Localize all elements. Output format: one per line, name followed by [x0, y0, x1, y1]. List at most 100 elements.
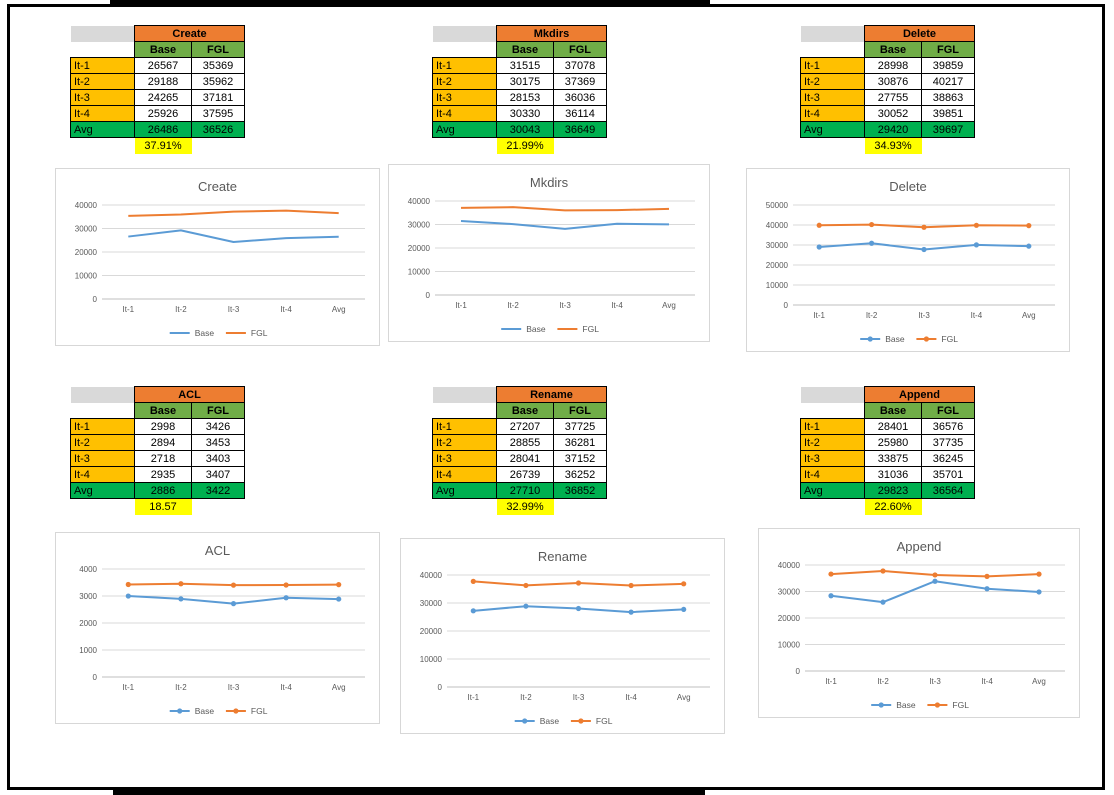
row-label[interactable]: It-3	[800, 89, 865, 106]
col-header-base[interactable]: Base	[496, 402, 554, 419]
value-cell-base[interactable]: 28041	[496, 450, 554, 467]
row-label[interactable]: It-4	[70, 466, 135, 483]
value-cell-base[interactable]: 25926	[134, 105, 192, 122]
value-cell-fgl[interactable]: 38863	[921, 89, 975, 106]
row-label[interactable]: It-4	[70, 105, 135, 122]
avg-value-fgl[interactable]: 36526	[191, 121, 245, 138]
value-cell-fgl[interactable]: 36281	[553, 434, 607, 451]
avg-label[interactable]: Avg	[432, 482, 497, 499]
acl-chart[interactable]: ACL 0 1000 2000 3000 4000 It-1 It-2 It-3 It-4 Avg B…	[55, 532, 380, 724]
value-cell-base[interactable]: 24265	[134, 89, 192, 106]
mkdirs-table-title[interactable]: Mkdirs	[496, 25, 607, 42]
value-cell-fgl[interactable]: 40217	[921, 73, 975, 90]
improvement-percent[interactable]: 32.99%	[496, 498, 554, 515]
avg-value-base[interactable]: 29420	[864, 121, 922, 138]
col-header-fgl[interactable]: FGL	[921, 41, 975, 58]
row-label[interactable]: It-4	[432, 466, 497, 483]
row-label[interactable]: It-3	[800, 450, 865, 467]
value-cell-fgl[interactable]: 39859	[921, 57, 975, 74]
avg-label[interactable]: Avg	[70, 121, 135, 138]
value-cell-fgl[interactable]: 3453	[191, 434, 245, 451]
value-cell-fgl[interactable]: 3407	[191, 466, 245, 483]
avg-value-fgl[interactable]: 3422	[191, 482, 245, 499]
improvement-percent[interactable]: 21.99%	[496, 137, 554, 154]
row-label[interactable]: It-1	[432, 57, 497, 74]
avg-value-base[interactable]: 29823	[864, 482, 922, 499]
avg-value-base[interactable]: 27710	[496, 482, 554, 499]
improvement-percent[interactable]: 18.57	[134, 498, 192, 515]
value-cell-fgl[interactable]: 3403	[191, 450, 245, 467]
row-label[interactable]: It-1	[800, 57, 865, 74]
col-header-fgl[interactable]: FGL	[191, 402, 245, 419]
value-cell-fgl[interactable]: 36576	[921, 418, 975, 435]
value-cell-base[interactable]: 28153	[496, 89, 554, 106]
value-cell-base[interactable]: 27755	[864, 89, 922, 106]
value-cell-fgl[interactable]: 37078	[553, 57, 607, 74]
col-header-base[interactable]: Base	[134, 402, 192, 419]
col-header-fgl[interactable]: FGL	[553, 41, 607, 58]
value-cell-fgl[interactable]: 35962	[191, 73, 245, 90]
append-table-title[interactable]: Append	[864, 386, 975, 403]
delete-table-title[interactable]: Delete	[864, 25, 975, 42]
row-label[interactable]: It-1	[800, 418, 865, 435]
avg-value-fgl[interactable]: 39697	[921, 121, 975, 138]
value-cell-base[interactable]: 31515	[496, 57, 554, 74]
value-cell-fgl[interactable]: 37725	[553, 418, 607, 435]
delete-chart[interactable]: Delete 0 10000 20000 30000 40000 50000 It-1 It-2…	[746, 168, 1070, 352]
improvement-percent[interactable]: 37.91%	[134, 137, 192, 154]
row-label[interactable]: It-2	[70, 434, 135, 451]
value-cell-fgl[interactable]: 37152	[553, 450, 607, 467]
value-cell-base[interactable]: 30175	[496, 73, 554, 90]
col-header-fgl[interactable]: FGL	[553, 402, 607, 419]
value-cell-base[interactable]: 31036	[864, 466, 922, 483]
avg-label[interactable]: Avg	[432, 121, 497, 138]
value-cell-fgl[interactable]: 35369	[191, 57, 245, 74]
value-cell-base[interactable]: 28855	[496, 434, 554, 451]
acl-table-title[interactable]: ACL	[134, 386, 245, 403]
row-label[interactable]: It-2	[432, 434, 497, 451]
row-label[interactable]: It-4	[800, 466, 865, 483]
col-header-base[interactable]: Base	[134, 41, 192, 58]
value-cell-base[interactable]: 30330	[496, 105, 554, 122]
col-header-base[interactable]: Base	[864, 402, 922, 419]
avg-label[interactable]: Avg	[800, 121, 865, 138]
col-header-fgl[interactable]: FGL	[191, 41, 245, 58]
value-cell-base[interactable]: 28998	[864, 57, 922, 74]
create-table-title[interactable]: Create	[134, 25, 245, 42]
value-cell-fgl[interactable]: 37595	[191, 105, 245, 122]
rename-chart[interactable]: Rename 0 10000 20000 30000 40000 It-1 It-2 It-3 I…	[400, 538, 725, 734]
avg-label[interactable]: Avg	[800, 482, 865, 499]
row-label[interactable]: It-2	[800, 73, 865, 90]
avg-value-base[interactable]: 2886	[134, 482, 192, 499]
value-cell-fgl[interactable]: 37735	[921, 434, 975, 451]
value-cell-base[interactable]: 2935	[134, 466, 192, 483]
value-cell-base[interactable]: 27207	[496, 418, 554, 435]
mkdirs-chart[interactable]: Mkdirs 0 10000 20000 30000 40000 It-1 It-2 It-3 I…	[388, 164, 710, 342]
value-cell-base[interactable]: 26567	[134, 57, 192, 74]
improvement-percent[interactable]: 22.60%	[864, 498, 922, 515]
row-label[interactable]: It-2	[432, 73, 497, 90]
row-label[interactable]: It-3	[432, 89, 497, 106]
col-header-fgl[interactable]: FGL	[921, 402, 975, 419]
row-label[interactable]: It-2	[800, 434, 865, 451]
value-cell-fgl[interactable]: 36114	[553, 105, 607, 122]
value-cell-base[interactable]: 2718	[134, 450, 192, 467]
create-chart[interactable]: Create 0 10000 20000 30000 40000 It-1 It-2 It-3 I…	[55, 168, 380, 346]
avg-label[interactable]: Avg	[70, 482, 135, 499]
value-cell-fgl[interactable]: 35701	[921, 466, 975, 483]
value-cell-base[interactable]: 25980	[864, 434, 922, 451]
value-cell-base[interactable]: 2998	[134, 418, 192, 435]
col-header-base[interactable]: Base	[864, 41, 922, 58]
rename-table-title[interactable]: Rename	[496, 386, 607, 403]
row-label[interactable]: It-4	[432, 105, 497, 122]
avg-value-fgl[interactable]: 36852	[553, 482, 607, 499]
row-label[interactable]: It-2	[70, 73, 135, 90]
append-chart[interactable]: Append 0 10000 20000 30000 40000 It-1 It-2 It-3 I…	[758, 528, 1080, 718]
value-cell-fgl[interactable]: 36252	[553, 466, 607, 483]
value-cell-base[interactable]: 33875	[864, 450, 922, 467]
row-label[interactable]: It-1	[432, 418, 497, 435]
value-cell-base[interactable]: 29188	[134, 73, 192, 90]
avg-value-fgl[interactable]: 36564	[921, 482, 975, 499]
row-label[interactable]: It-3	[70, 450, 135, 467]
row-label[interactable]: It-4	[800, 105, 865, 122]
